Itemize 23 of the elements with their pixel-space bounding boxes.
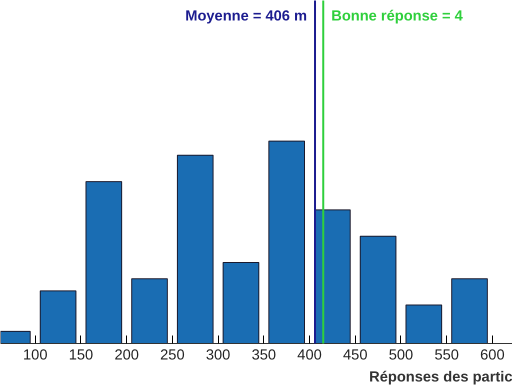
x-tick-label: 300 — [206, 348, 230, 364]
x-axis-title: Réponses des partic — [369, 370, 512, 386]
bar — [405, 304, 442, 344]
bar — [222, 262, 260, 344]
x-tick-label: 350 — [252, 348, 276, 364]
text: Bonne réponse = 4 — [331, 8, 464, 24]
bar — [268, 140, 305, 344]
x-tick-label: 150 — [68, 348, 94, 364]
x-tick-label: 400 — [297, 348, 322, 364]
bar — [360, 236, 396, 344]
x-tick-label: 550 — [434, 348, 459, 364]
x-tick-label: 450 — [343, 348, 368, 364]
x-tick-label: 100 — [23, 348, 48, 364]
ref-line-label: Moyenne = 406 m — [185, 8, 308, 24]
bar — [40, 290, 76, 344]
x-tick-label: 500 — [388, 348, 414, 364]
bar — [451, 278, 488, 344]
bar — [85, 181, 122, 344]
x-tick-label: 600 — [480, 348, 505, 364]
x-tick-label: 200 — [114, 348, 139, 364]
x-tick-label: 250 — [160, 348, 185, 364]
bar — [131, 278, 168, 344]
bar — [176, 154, 214, 344]
